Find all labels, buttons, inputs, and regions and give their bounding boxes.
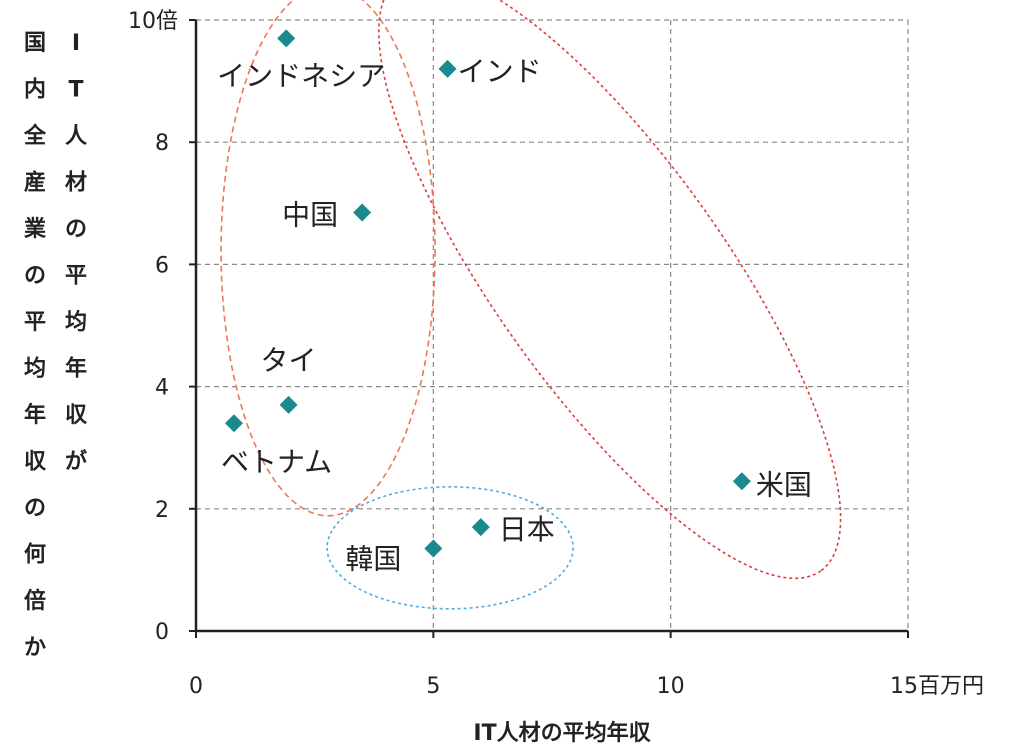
y-axis-title-char: 均 bbox=[65, 309, 87, 335]
y-axis-title-char: 均 bbox=[24, 356, 46, 382]
y-axis-title-char: 何 bbox=[24, 542, 46, 568]
y-axis-title-char: 業 bbox=[24, 217, 47, 242]
grid-layer bbox=[196, 19, 909, 631]
data-point-label: 韓国 bbox=[345, 543, 401, 576]
y-tick-label: 4 bbox=[155, 376, 169, 401]
data-point-label: 日本 bbox=[499, 513, 555, 546]
y-axis-title-char: 収 bbox=[24, 450, 47, 475]
y-axis-title-char: 内 bbox=[24, 78, 46, 103]
x-tick-label: 5 bbox=[426, 674, 440, 699]
data-point-marker bbox=[353, 203, 372, 222]
x-tick-label: 15百万円 bbox=[890, 674, 984, 699]
data-point-label: インド bbox=[458, 55, 542, 88]
x-axis-title: IT人材の平均年収 bbox=[473, 720, 651, 746]
y-axis-title-char: I bbox=[72, 31, 80, 56]
y-axis-title-char: 平 bbox=[24, 310, 46, 335]
y-axis-title-char: T bbox=[68, 78, 83, 103]
data-point-marker bbox=[471, 518, 490, 537]
y-tick-label: 2 bbox=[155, 498, 169, 523]
data-point-marker bbox=[224, 414, 243, 433]
y-axis-title-char: 産 bbox=[24, 170, 46, 196]
y-axis-title-char: か bbox=[24, 636, 46, 661]
y-axis-title-char: の bbox=[24, 264, 46, 289]
x-tick-label: 0 bbox=[189, 674, 203, 699]
data-point-label: 中国 bbox=[282, 198, 338, 231]
y-tick-label: 6 bbox=[155, 253, 169, 278]
y-axis-title-char: 材 bbox=[65, 171, 87, 196]
data-point-label: タイ bbox=[261, 344, 317, 377]
data-point-marker bbox=[424, 539, 443, 558]
tick-labels: 0 2 4 6 8 10倍 0 5 10 15百万円 bbox=[128, 9, 984, 699]
y-tick-label: 10倍 bbox=[128, 9, 178, 34]
y-axis-title-char: 全 bbox=[23, 123, 47, 149]
y-axis-title-char: 国 bbox=[24, 31, 46, 56]
data-point-label: ベトナム bbox=[221, 445, 332, 478]
y-axis-title-char: 年 bbox=[65, 356, 87, 382]
group-ellipse-japan-korea bbox=[326, 486, 574, 610]
data-point-marker bbox=[277, 29, 296, 48]
x-tick-label: 10 bbox=[657, 674, 685, 699]
y-tick-label: 8 bbox=[155, 131, 169, 156]
group-ellipses bbox=[220, 0, 842, 610]
y-axis-title-char: 収 bbox=[65, 403, 88, 428]
data-point-label: インドネシア bbox=[217, 59, 385, 92]
data-point-marker bbox=[732, 472, 751, 491]
data-point-marker bbox=[438, 59, 457, 78]
data-point-label: 米国 bbox=[756, 468, 812, 501]
y-axis-title-char: の bbox=[65, 217, 87, 242]
y-axis-title-char: 年 bbox=[24, 402, 46, 428]
axes bbox=[189, 19, 909, 638]
y-axis-title-char: が bbox=[65, 449, 87, 475]
y-axis-title-char: の bbox=[24, 496, 46, 521]
data-point-marker bbox=[279, 395, 298, 414]
y-axis-title-char: 平 bbox=[65, 264, 87, 289]
group-ellipse-india-us bbox=[378, 0, 842, 580]
y-axis-title-char: 倍 bbox=[24, 588, 46, 614]
group-ellipse-southeast-asia bbox=[220, 0, 436, 517]
y-axis-title-char: 人 bbox=[65, 124, 87, 149]
y-tick-label: 0 bbox=[155, 620, 169, 645]
